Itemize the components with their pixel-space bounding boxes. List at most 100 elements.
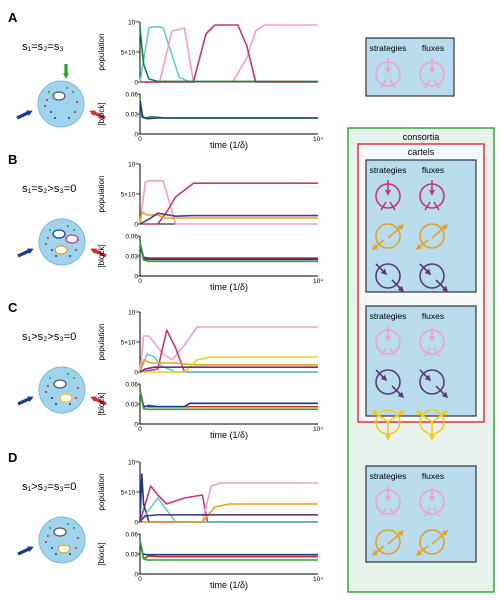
arrow-stub [433,201,440,211]
block-axis-label: [block] [97,244,106,267]
legend-box-C: strategies fluxes [365,305,477,441]
molecule-dot [72,91,74,93]
fluxes-label: fluxes [422,311,444,321]
series-line-green_block [139,390,318,411]
molecule-dot [49,527,51,529]
molecule-dot [47,535,49,537]
molecule-dot [45,541,47,543]
y-tick-label: 0.03 [125,402,138,409]
series-line-orange [139,211,318,225]
time-axis-label: time (1/δ) [210,430,248,440]
molecule-dot [55,553,57,555]
arrow-stub [389,79,396,89]
cartels-label: cartels [408,147,435,157]
molecule-dot [49,229,51,231]
condition-label: s₁=s₂=s₃ [22,41,64,53]
y-tick-label: 0 [134,572,138,579]
strategy-icon [375,529,401,555]
arrow-stub [389,201,396,211]
molecule-dot [66,87,68,89]
arrow-navy [16,110,33,120]
fluxes-label: fluxes [422,43,444,53]
arrow-stub [424,79,431,89]
consortia-label: consortia [403,132,440,142]
molecule-dot [48,91,50,93]
panel-letter: D [8,450,17,465]
series-line-green_block [139,540,318,561]
molecule-dot [75,547,77,549]
legend-box-D: strategies fluxes [365,465,477,563]
y-tick-label: 10⁵ [128,460,138,467]
series-line-pink [139,180,318,225]
population-axis-label: population [97,176,106,213]
x-tick-label: 0 [138,576,142,583]
vesicle [65,234,79,244]
molecule-dot [74,111,76,113]
block-axis-label: [block] [97,392,106,415]
panels-layer: As₁=s₂=s₃ population[block]10⁵5×10⁴00.060… [8,10,323,590]
population-chart: 10⁵ 5×10⁴ 0 [121,310,318,377]
series-line-green_block [139,242,318,263]
series-line-purple [139,366,318,373]
molecule-dot [51,249,53,251]
molecule-dot [68,117,70,119]
y-tick-label: 5×10⁴ [121,490,139,497]
arrow-diag [419,369,432,382]
arrow-stub [433,347,440,357]
molecule-dot [69,553,71,555]
population-chart: 10⁵ 5×10⁴ 0 [121,20,318,87]
arrow-diag [375,263,388,276]
panel-letter: B [8,152,17,167]
arrow-diag [391,279,405,293]
y-tick-label: 0.06 [125,234,138,241]
population-axis-label: population [97,474,106,511]
series-line-magenta [140,182,318,225]
arrow-stub [424,507,431,517]
molecule-dot [73,377,75,379]
molecule-dot [44,105,46,107]
series-line-navy [139,390,318,408]
arrow-diag [375,369,388,382]
panel-letter: A [8,10,18,25]
molecule-dot [73,527,75,529]
molecule-dot [51,547,53,549]
population-axis-label: population [97,34,106,71]
molecule-dot [45,243,47,245]
panel-B: Bs₁=s₂>s₃=0 population[block]10⁵5×10⁴00.0… [8,152,323,292]
arrow-out [371,545,385,556]
vesicle [54,245,68,255]
vesicle [57,544,71,554]
molecule-dot [77,239,79,241]
arrow-out [371,239,385,250]
arrow-stub [389,507,396,517]
molecule-dot [47,385,49,387]
molecule-dot [54,117,56,119]
population-chart: 10⁵ 5×10⁴ 0 [121,162,318,229]
panel-C: Cs₁>s₂>s₃=0 population[block]10⁵5×10⁴00.0… [8,300,323,440]
y-tick-label: 0.03 [125,254,138,261]
flux-icon [419,223,445,249]
condition-label: s₁>s₂=s₃=0 [22,481,76,493]
population-axis-label: population [97,324,106,361]
molecule-dot [77,537,79,539]
population-chart: 10⁵ 5×10⁴ 0 [121,460,318,527]
arrow-out [387,224,405,239]
strategy-box [365,305,477,417]
arrow-stub [433,79,440,89]
strategies-label: strategies [370,165,407,175]
y-tick-label: 0 [134,222,138,229]
arrow-stub [380,79,387,89]
series-line-magenta [140,24,318,83]
molecule-dot [45,391,47,393]
molecule-dot [46,99,48,101]
molecule-dot [76,101,78,103]
arrow-stub [380,507,387,517]
series-line-purple [139,212,318,225]
molecule-dot [67,523,69,525]
arrow-navy [17,546,34,556]
molecule-dot [55,255,57,257]
strategy-icon [375,263,401,289]
y-tick-label: 0 [134,422,138,429]
series-line-darkgreen [139,27,318,83]
